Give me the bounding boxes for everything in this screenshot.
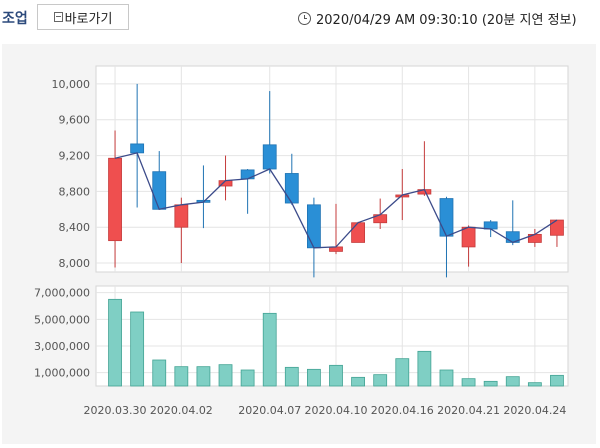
candle-body <box>483 221 498 230</box>
candle-body <box>307 204 321 249</box>
price-tick-label: 9,600 <box>59 114 91 127</box>
moving-average-line <box>114 152 558 249</box>
price-tick-label: 9,200 <box>59 150 91 163</box>
x-tick-label: 2020.04.10 <box>305 404 368 417</box>
candle <box>262 91 277 174</box>
volume-bar <box>550 374 564 387</box>
shortcut-icon <box>53 12 63 22</box>
volume-bar <box>373 374 388 387</box>
volume-bar <box>329 364 343 387</box>
price-tick-label: 8,000 <box>59 257 91 270</box>
x-tick-label: 2020.04.21 <box>437 404 500 417</box>
volume-tick-label: 5,000,000 <box>34 313 90 326</box>
candle-body <box>351 222 365 243</box>
volume-tick-label: 1,000,000 <box>34 367 90 380</box>
volume-bar <box>130 311 145 387</box>
price-tick-label: 10,000 <box>52 78 91 91</box>
header: 조업 바로가기 2020/04/29 AM 09:30:10 (20분 지연 정… <box>0 0 600 38</box>
volume-bar <box>152 359 167 387</box>
volume-bar <box>505 376 520 387</box>
volume-bar <box>108 298 122 387</box>
price-tick-label: 8,400 <box>59 221 91 234</box>
candle <box>307 197 321 278</box>
volume-bar <box>262 312 277 387</box>
x-tick-label: 2020.04.16 <box>371 404 434 417</box>
price-panel <box>95 65 569 273</box>
volume-bar <box>307 368 321 387</box>
candle-body <box>152 171 167 210</box>
x-tick-label: 2020.04.02 <box>150 404 213 417</box>
x-tick-label: 2020.04.24 <box>503 404 566 417</box>
candle <box>439 196 454 278</box>
volume-bar <box>196 366 211 387</box>
candle-body <box>108 157 122 242</box>
candle-body <box>174 204 189 228</box>
volume-bar <box>483 380 498 387</box>
volume-bar <box>461 378 476 387</box>
volume-bar <box>395 358 410 387</box>
candle-body <box>130 143 145 154</box>
candle-body <box>461 226 476 248</box>
volume-bar <box>218 364 233 387</box>
stock-chart: 2020.03.30 2020.04.02 2020.04.07 2020.04.10… <box>34 65 569 417</box>
timestamp-text: 2020/04/29 AM 09:30:10 (20분 지연 정보) <box>316 13 577 28</box>
candle-body <box>262 144 277 170</box>
volume-tick-label: 3,000,000 <box>34 340 90 353</box>
x-tick-label: 2020.04.07 <box>238 404 301 417</box>
volume-bar <box>527 382 542 387</box>
shortcut-button[interactable]: 바로가기 <box>37 4 129 30</box>
volume-bar <box>284 366 299 387</box>
volume-tick-label: 7,000,000 <box>34 287 90 300</box>
candle <box>174 197 189 264</box>
volume-bar <box>417 350 432 387</box>
page-title: 조업 <box>2 11 28 27</box>
chart-container: 2020.03.30 2020.04.02 2020.04.07 2020.04.10… <box>2 44 596 444</box>
candle <box>108 130 122 268</box>
candle <box>351 221 365 243</box>
volume-bar <box>439 369 454 387</box>
price-tick-label: 8,800 <box>59 185 91 198</box>
timestamp: 2020/04/29 AM 09:30:10 (20분 지연 정보) <box>298 9 577 28</box>
x-tick-label: 2020.03.30 <box>84 404 147 417</box>
candle <box>550 219 564 247</box>
shortcut-button-label: 바로가기 <box>64 11 113 27</box>
clock-icon <box>298 12 311 25</box>
volume-bar <box>240 369 255 387</box>
candle-body <box>439 198 454 237</box>
volume-bar <box>174 366 189 387</box>
candle-body <box>284 173 299 204</box>
volume-bar <box>351 376 365 387</box>
